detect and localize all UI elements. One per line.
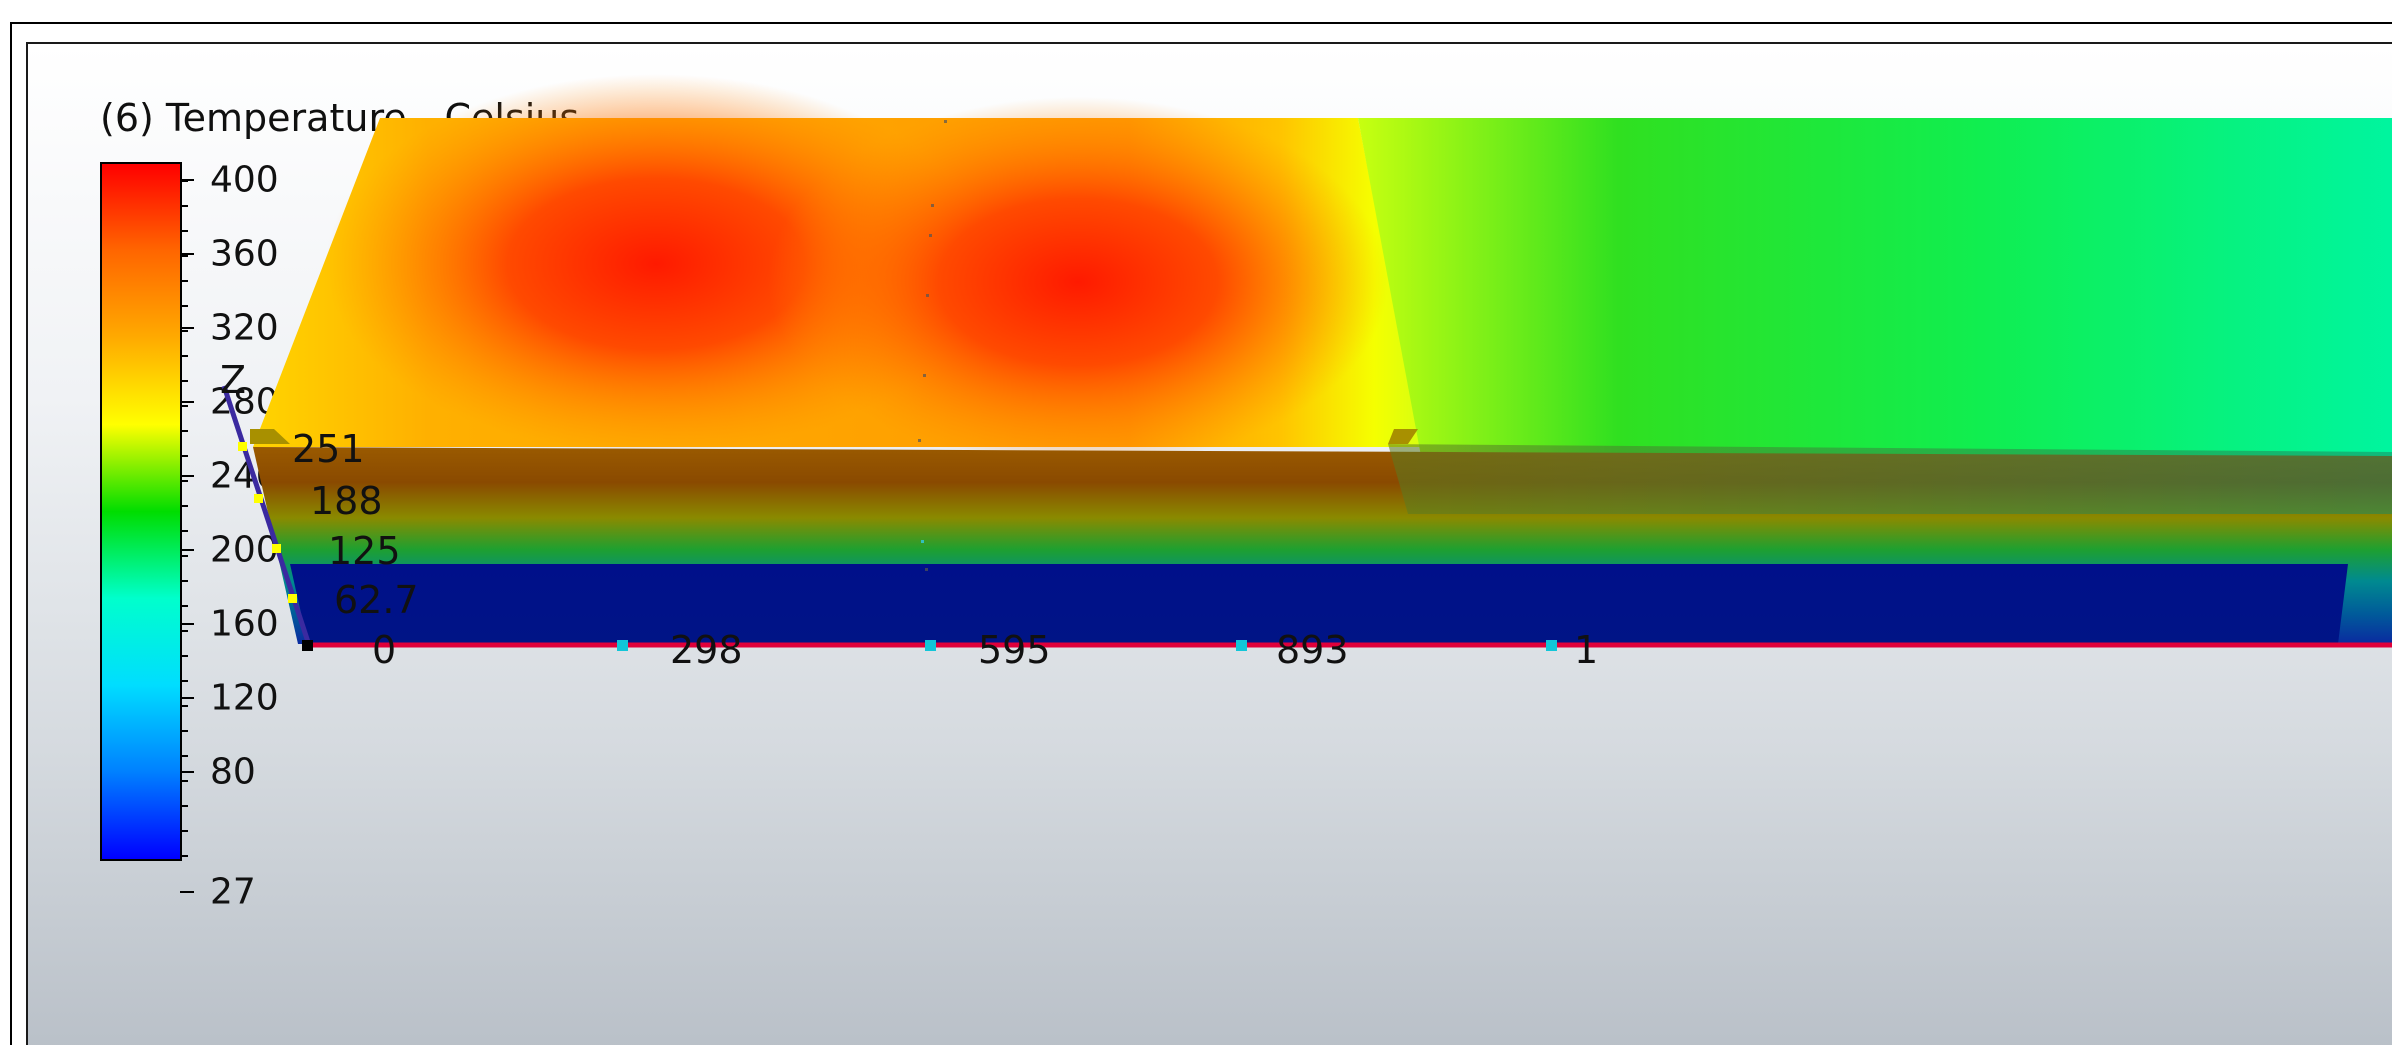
- z-axis-marker: [238, 442, 247, 451]
- colorbar-tick-mark: [180, 475, 194, 477]
- colorbar-minor-tick: [180, 830, 188, 832]
- colorbar-tick-mark: [180, 697, 194, 699]
- x-axis-marker: [1546, 640, 1557, 651]
- z-axis-marker: [288, 594, 297, 603]
- colorbar-tick-mark: [180, 771, 194, 773]
- colorbar-minor-tick: [180, 205, 188, 207]
- x-axis-marker: [302, 640, 313, 651]
- colorbar-minor-tick: [180, 405, 188, 407]
- colorbar-minor-tick: [180, 255, 188, 257]
- x-axis-marker: [1236, 640, 1247, 651]
- colorbar-tick-label: 27: [210, 871, 256, 913]
- hot-spot-right: [768, 97, 1388, 467]
- z-axis-label: Z: [220, 358, 247, 402]
- z-value-label: 251: [292, 427, 365, 471]
- 3d-viewport[interactable]: (6) Temperature - Celsius 400 360 320 280 24…: [26, 42, 2392, 1045]
- colorbar-minor-tick: [180, 180, 188, 182]
- colorbar-minor-tick: [180, 230, 188, 232]
- graphics-frame: (6) Temperature - Celsius 400 360 320 280 24…: [10, 22, 2392, 1045]
- z-value-label: 125: [328, 529, 401, 573]
- x-value-label: 595: [978, 628, 1051, 672]
- colorbar-tick-label: 120: [210, 677, 279, 719]
- colorbar-tick-mark: [180, 327, 194, 329]
- colorbar-minor-tick: [180, 705, 188, 707]
- colorbar-tick-mark: [180, 891, 194, 893]
- colorbar-tick-label: 80: [210, 751, 256, 793]
- colorbar-tick-label: 200: [210, 529, 279, 571]
- colorbar-minor-tick: [180, 805, 188, 807]
- colorbar-minor-tick: [180, 530, 188, 532]
- x-axis-marker: [617, 640, 628, 651]
- colorbar-tick-mark: [180, 253, 194, 255]
- colorbar-tick-label: 400: [210, 159, 279, 201]
- x-axis-marker: [925, 640, 936, 651]
- z-value-label: 62.7: [334, 578, 419, 622]
- colorbar-minor-tick: [180, 730, 188, 732]
- colorbar-minor-tick: [180, 480, 188, 482]
- colorbar-minor-tick: [180, 455, 188, 457]
- colorbar-minor-tick: [180, 280, 188, 282]
- colorbar-minor-tick: [180, 755, 188, 757]
- x-value-label: 893: [1276, 628, 1349, 672]
- colorbar-minor-tick: [180, 855, 188, 857]
- z-axis-marker: [254, 494, 263, 503]
- colorbar-minor-tick: [180, 605, 188, 607]
- colorbar-tick-mark: [180, 623, 194, 625]
- bottom-block: [290, 564, 2348, 644]
- x-value-label: 298: [670, 628, 743, 672]
- temperature-model[interactable]: [28, 44, 2392, 1045]
- colorbar-minor-tick: [180, 430, 188, 432]
- colorbar-minor-tick: [180, 305, 188, 307]
- colorbar-minor-tick: [180, 780, 188, 782]
- colorbar-tick-mark: [180, 549, 194, 551]
- z-value-label: 188: [310, 479, 383, 523]
- colorbar-minor-tick: [180, 380, 188, 382]
- colorbar-minor-tick: [180, 355, 188, 357]
- colorbar-minor-tick: [180, 655, 188, 657]
- colorbar-tick-label: 320: [210, 307, 279, 349]
- colorbar-minor-tick: [180, 505, 188, 507]
- colorbar-minor-tick: [180, 555, 188, 557]
- colorbar-minor-tick: [180, 580, 188, 582]
- x-value-label: 0: [372, 628, 397, 672]
- x-value-label: 1: [1574, 628, 1599, 672]
- colorbar-minor-tick: [180, 680, 188, 682]
- right-side-face: [1358, 118, 2392, 456]
- colorbar-tick-label: 360: [210, 233, 279, 275]
- colorbar-minor-tick: [180, 630, 188, 632]
- colorbar-minor-tick: [180, 330, 188, 332]
- temperature-colorbar: [100, 162, 182, 861]
- colorbar-tick-mark: [180, 401, 194, 403]
- colorbar-tick-label: 160: [210, 603, 279, 645]
- z-axis-marker: [272, 544, 281, 553]
